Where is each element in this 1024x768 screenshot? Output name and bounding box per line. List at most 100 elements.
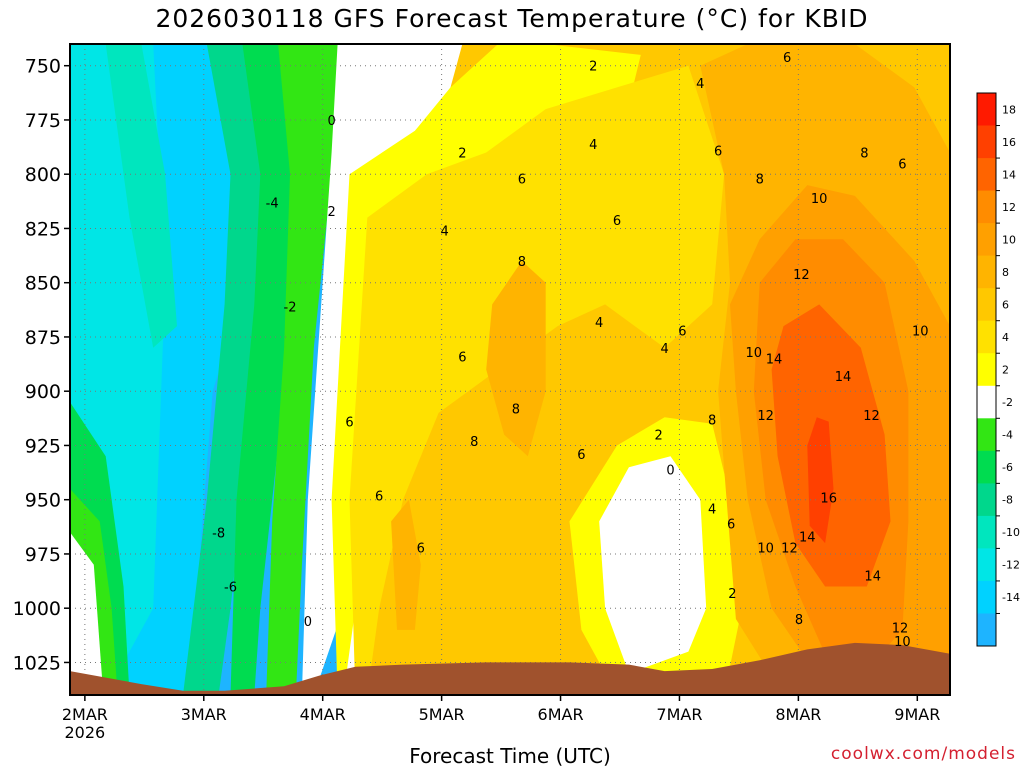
contour-label: 4 xyxy=(440,225,448,240)
contour-label: 6 xyxy=(613,214,621,229)
contour-label: 8 xyxy=(860,147,868,162)
y-tick-label: 775 xyxy=(25,110,61,132)
contour-label: 6 xyxy=(417,541,425,556)
chart-title: 2026030118 GFS Forecast Temperature (°C)… xyxy=(155,4,869,33)
colorbar-tick-label: 4 xyxy=(1002,331,1009,344)
x-tick-label: 5MAR xyxy=(419,705,465,724)
contour-label: 10 xyxy=(912,324,929,339)
colorbar-band xyxy=(977,580,996,614)
y-tick-label: 800 xyxy=(25,164,61,186)
x-tick-sublabel: 2026 xyxy=(65,723,106,742)
contour-label: 14 xyxy=(835,370,852,385)
contour-label: 0 xyxy=(304,615,312,630)
contour-label: 10 xyxy=(746,346,763,361)
x-tick-label: 2MAR xyxy=(62,705,108,724)
colorbar-tick-label: 2 xyxy=(1002,364,1009,377)
contour-label: 14 xyxy=(864,570,881,585)
temperature-region xyxy=(391,499,421,630)
contour-label: 0 xyxy=(666,463,674,478)
colorbar-tick-label: 18 xyxy=(1002,103,1016,116)
y-tick-label: 900 xyxy=(25,381,61,403)
colorbar-frame xyxy=(976,92,997,647)
y-tick-label: 1025 xyxy=(13,652,61,674)
contour-label: 12 xyxy=(793,268,810,283)
colorbar-band xyxy=(977,93,996,126)
contour-label: 10 xyxy=(757,541,774,556)
colorbar-tick-label: 8 xyxy=(1002,266,1009,279)
contour-label: 4 xyxy=(696,77,704,92)
contour-label: 6 xyxy=(518,173,526,188)
contour-label: 10 xyxy=(811,192,828,207)
contour-label: -2 xyxy=(284,301,297,316)
y-tick-label: 850 xyxy=(25,273,61,295)
contour-label: 8 xyxy=(512,403,520,418)
temperature-region xyxy=(105,44,177,348)
contour-label: 8 xyxy=(756,173,764,188)
colorbar-tick-label: 10 xyxy=(1002,233,1016,246)
y-tick-label: 975 xyxy=(25,544,61,566)
contour-label: 6 xyxy=(727,518,735,533)
colorbar-band xyxy=(977,190,996,224)
colorbar-band xyxy=(977,320,996,354)
colorbar-band xyxy=(977,255,996,289)
x-tick-label: 4MAR xyxy=(300,705,346,724)
colorbar-tick-label: -8 xyxy=(1002,494,1013,507)
contour-label: 14 xyxy=(799,531,816,546)
contour-label: 8 xyxy=(470,435,478,450)
temperature-region xyxy=(807,417,834,544)
contour-label: 16 xyxy=(820,492,837,507)
contour-label: 6 xyxy=(898,157,906,172)
temperature-region xyxy=(70,532,104,695)
colorbar-band xyxy=(977,418,996,452)
temperature-region xyxy=(349,65,725,695)
contour-label: 6 xyxy=(714,144,722,159)
colorbar-band xyxy=(977,548,996,582)
contour-label: 2 xyxy=(589,60,597,75)
contour-label: 6 xyxy=(678,324,686,339)
contour-label: 12 xyxy=(892,622,909,637)
contour-label: 14 xyxy=(766,353,783,368)
colorbar-tick-label: 12 xyxy=(1002,201,1016,214)
plot-frame xyxy=(69,43,951,696)
contour-label: 6 xyxy=(375,489,383,504)
contour-label: 6 xyxy=(345,416,353,431)
colorbar-band xyxy=(977,385,996,419)
contour-label: 6 xyxy=(783,51,791,66)
colorbar-tick-label: 6 xyxy=(1002,298,1009,311)
contour-label: 8 xyxy=(795,613,803,628)
x-tick-label: 8MAR xyxy=(775,705,821,724)
temperature-region xyxy=(771,304,891,587)
contour-label: 8 xyxy=(518,255,526,270)
contour-label: 12 xyxy=(781,541,798,556)
y-tick-label: 825 xyxy=(25,218,61,240)
y-tick-label: 1000 xyxy=(13,598,61,620)
temperature-region xyxy=(486,261,546,457)
contour-label: 2 xyxy=(327,205,335,220)
contour-label: 4 xyxy=(708,502,716,517)
temperature-region xyxy=(266,44,344,695)
colorbar-band xyxy=(977,288,996,322)
contour-label: 0 xyxy=(327,114,335,129)
x-tick-label: 9MAR xyxy=(894,705,940,724)
contour-label: 6 xyxy=(577,448,585,463)
y-tick-label: 950 xyxy=(25,490,61,512)
colorbar-band xyxy=(977,483,996,517)
credit-text: coolwx.com/models xyxy=(830,744,1016,764)
colorbar-tick-label: -4 xyxy=(1002,429,1013,442)
y-tick-label: 750 xyxy=(25,56,61,78)
contour-label: 2 xyxy=(655,429,663,444)
colorbar-band xyxy=(977,158,996,192)
contour-label: -8 xyxy=(212,526,225,541)
x-tick-label: 7MAR xyxy=(656,705,702,724)
contour-label: 2 xyxy=(458,147,466,162)
contour-label: 8 xyxy=(708,413,716,428)
contour-label: 2 xyxy=(728,587,736,602)
contour-label: 4 xyxy=(595,316,603,331)
terrain-ground xyxy=(70,642,950,695)
contour-label: 12 xyxy=(863,409,880,424)
colorbar-band xyxy=(977,125,996,159)
contour-label: -6 xyxy=(224,581,237,596)
colorbar-band xyxy=(977,353,996,387)
colorbar-tick-label: -10 xyxy=(1002,526,1020,539)
